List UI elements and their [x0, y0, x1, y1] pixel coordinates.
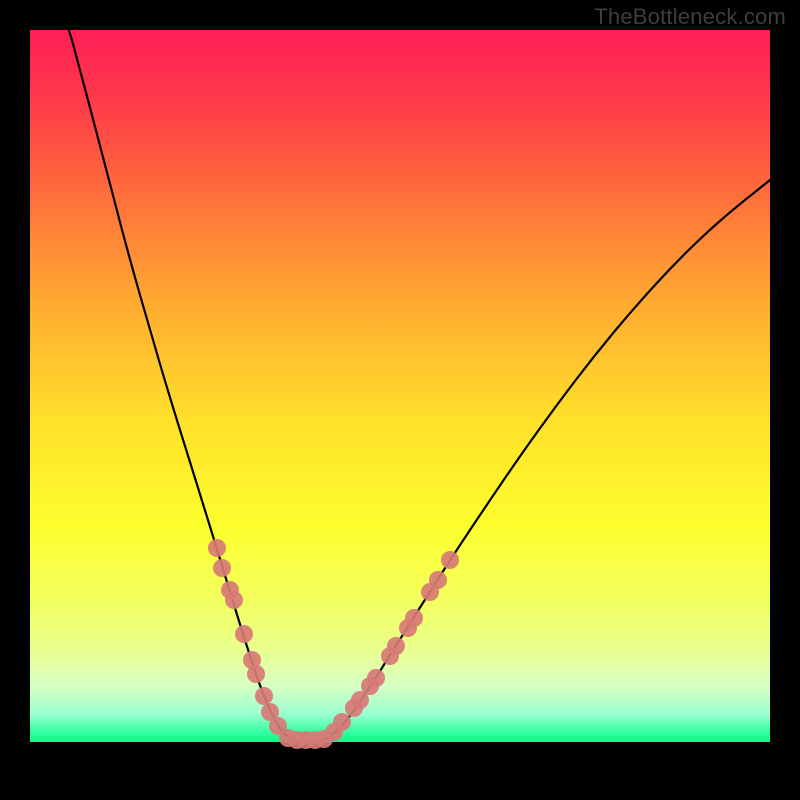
curve-marker — [387, 637, 405, 655]
curve-marker — [405, 609, 423, 627]
curve-marker — [441, 551, 459, 569]
chart-stage: TheBottleneck.com — [0, 0, 800, 800]
curve-marker — [255, 687, 273, 705]
curve-marker — [235, 625, 253, 643]
plot-background — [30, 30, 770, 742]
watermark-text: TheBottleneck.com — [594, 4, 786, 30]
curve-marker — [208, 539, 226, 557]
curve-marker — [333, 713, 351, 731]
curve-marker — [247, 665, 265, 683]
curve-marker — [429, 571, 447, 589]
curve-marker — [225, 591, 243, 609]
curve-marker — [213, 559, 231, 577]
curve-marker — [367, 669, 385, 687]
bottleneck-curve-chart — [0, 0, 800, 800]
